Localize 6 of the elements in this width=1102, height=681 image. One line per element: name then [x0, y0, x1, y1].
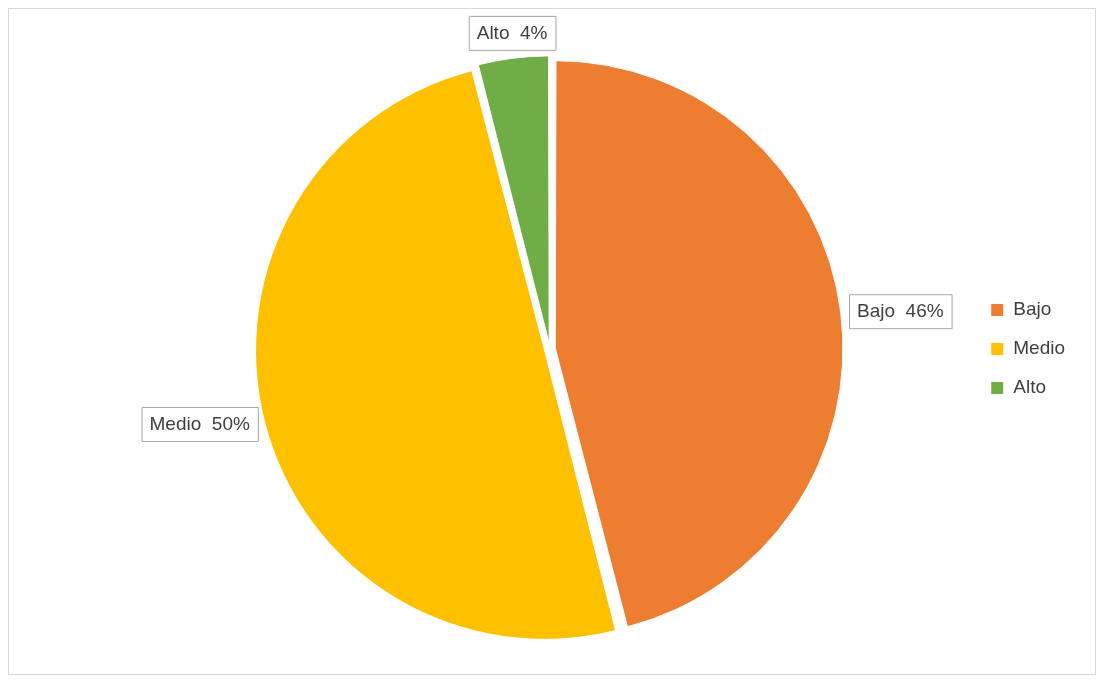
category-label: Medio 50%	[149, 413, 250, 435]
category-label: Bajo 46%	[857, 300, 944, 322]
legend-label: Medio	[1013, 337, 1065, 359]
category-label: Alto 4%	[476, 22, 548, 44]
legend-label: Bajo	[1013, 298, 1052, 320]
legend-label: Alto	[1013, 376, 1046, 398]
